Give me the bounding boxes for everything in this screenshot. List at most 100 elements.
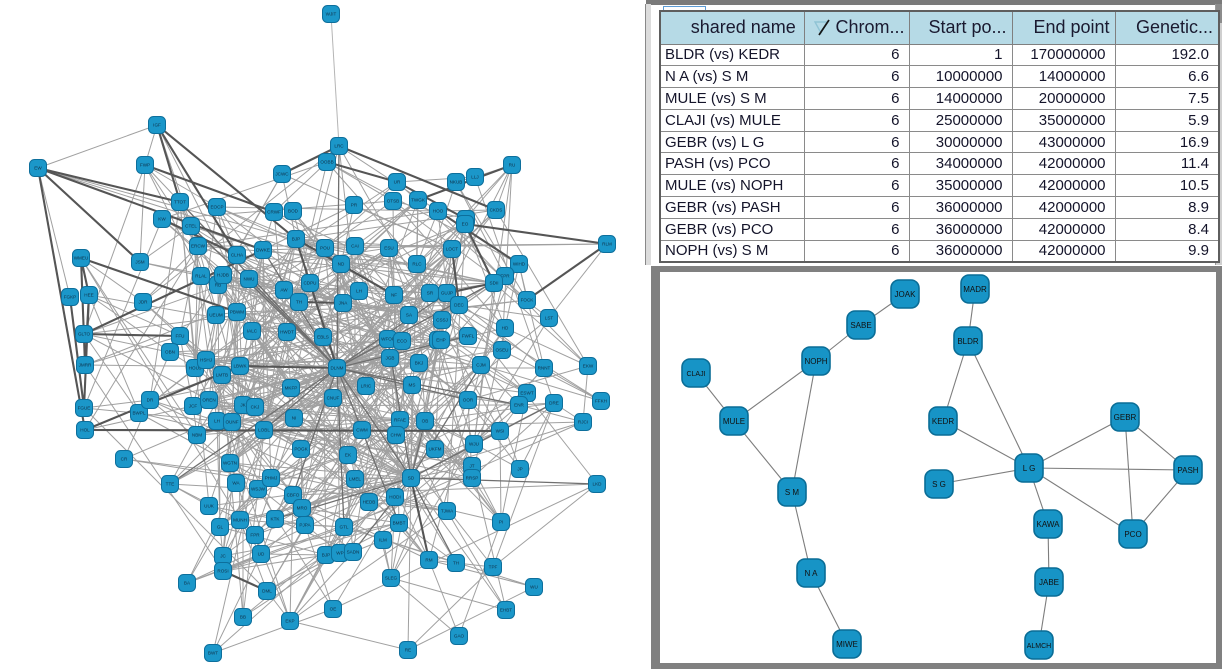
svg-text:POGK: POGK [294, 447, 308, 452]
svg-text:FPR: FPR [500, 274, 510, 279]
svg-text:BKJ: BKJ [415, 361, 423, 366]
svg-text:BLDR: BLDR [957, 337, 979, 346]
svg-text:MADR: MADR [963, 285, 987, 294]
svg-text:OOBB: OOBB [320, 160, 333, 165]
svg-text:LOBL: LOBL [258, 428, 270, 433]
svg-text:DEC: DEC [454, 303, 464, 308]
svg-text:UEUM: UEUM [209, 313, 223, 318]
svg-text:HD: HD [502, 326, 509, 331]
svg-text:OUNF: OUNF [225, 420, 238, 425]
svg-text:FFKH: FFKH [595, 399, 607, 404]
svg-text:MKFP: MKFP [285, 386, 298, 391]
svg-text:CWM: CWM [356, 428, 368, 433]
svg-text:WSJW: WSJW [251, 487, 266, 492]
svg-text:SLEG: SLEG [385, 576, 398, 581]
svg-text:EK: EK [345, 453, 352, 458]
svg-text:UR: UR [394, 180, 401, 185]
svg-text:POU: POU [320, 246, 330, 251]
svg-text:LLJ: LLJ [471, 175, 478, 180]
svg-text:IALC: IALC [247, 329, 258, 334]
svg-text:OOR: OOR [463, 398, 474, 403]
svg-text:JK: JK [240, 403, 246, 408]
svg-text:CRWF: CRWF [267, 210, 281, 215]
svg-text:CR: CR [121, 457, 128, 462]
svg-text:EHP: EHP [436, 338, 445, 343]
svg-text:IGF: IGF [153, 123, 161, 128]
svg-text:ESU: ESU [384, 246, 393, 251]
svg-text:ENR: ENR [514, 403, 524, 408]
svg-text:LOCT: LOCT [446, 247, 458, 252]
svg-text:UD: UD [258, 552, 265, 557]
svg-text:L G: L G [1023, 464, 1036, 473]
svg-text:JP: JP [517, 467, 522, 472]
svg-text:WMEU: WMEU [74, 256, 89, 261]
svg-text:PJPA: PJPA [299, 523, 311, 528]
svg-text:GTL: GTL [340, 525, 349, 530]
svg-text:LBWK: LBWK [233, 364, 247, 369]
svg-text:EO: EO [462, 222, 469, 227]
svg-text:LH: LH [214, 419, 220, 424]
svg-text:WA: WA [232, 481, 240, 486]
svg-text:CKDS: CKDS [490, 208, 503, 213]
svg-text:ECO: ECO [397, 339, 407, 344]
svg-text:EBLS: EBLS [317, 335, 329, 340]
svg-text:JC: JC [220, 554, 226, 559]
svg-text:RFAE: RFAE [394, 418, 406, 423]
svg-text:WP: WP [336, 551, 343, 556]
svg-text:BJP: BJP [292, 237, 300, 242]
svg-text:RRSP: RRSP [466, 476, 479, 481]
svg-text:MULE: MULE [723, 417, 745, 426]
svg-text:KTK: KTK [271, 517, 281, 522]
svg-text:ERCW: ERCW [191, 244, 206, 249]
svg-text:OBN: OBN [165, 350, 175, 355]
svg-text:JCWC: JCWC [275, 172, 289, 177]
svg-text:EKP: EKP [285, 619, 294, 624]
svg-text:HEE: HEE [84, 293, 93, 298]
svg-text:RLM: RLM [602, 242, 612, 247]
svg-text:RM: RM [425, 558, 432, 563]
svg-text:CSSJ: CSSJ [436, 318, 448, 323]
svg-text:TJWA: TJWA [441, 509, 454, 514]
svg-text:RB: RB [215, 283, 221, 288]
svg-text:SD: SD [408, 476, 415, 481]
svg-text:OTSB: OTSB [387, 199, 400, 204]
svg-text:ALMCH: ALMCH [1027, 643, 1052, 650]
svg-text:KEDR: KEDR [932, 417, 954, 426]
svg-text:RU: RU [509, 163, 516, 168]
svg-text:CJM: CJM [476, 363, 486, 368]
svg-text:DR: DR [147, 398, 154, 403]
svg-text:TH: TH [453, 561, 459, 566]
svg-text:PBWM: PBWM [230, 310, 244, 315]
svg-text:FOCK: FOCK [521, 298, 535, 303]
svg-text:NI: NI [292, 416, 297, 421]
svg-text:UKFM: UKFM [428, 447, 441, 452]
svg-text:JSM: JSM [135, 260, 144, 265]
svg-text:JDR: JDR [139, 300, 149, 305]
svg-text:ND: ND [338, 262, 345, 267]
svg-text:WIHD: WIHD [513, 262, 526, 267]
svg-text:ILM: ILM [379, 538, 387, 543]
svg-text:HOUJ: HOUJ [189, 366, 202, 371]
svg-text:CNUF: CNUF [327, 396, 340, 401]
svg-text:MS: MS [409, 383, 416, 388]
svg-text:FPR: FPR [250, 533, 260, 538]
svg-text:GUJP: GUJP [441, 291, 453, 296]
svg-text:GEBR: GEBR [1114, 413, 1137, 422]
svg-text:BA: BA [184, 581, 191, 586]
svg-text:PASH: PASH [1177, 466, 1198, 475]
svg-text:RLC: RLC [412, 262, 422, 267]
svg-text:OREN: OREN [202, 398, 215, 403]
svg-text:RNNT: RNNT [538, 366, 551, 371]
svg-text:BB: BB [240, 615, 246, 620]
svg-text:BWPL: BWPL [132, 411, 145, 416]
svg-text:RLAL: RLAL [195, 274, 207, 279]
svg-text:SADN: SADN [347, 550, 360, 555]
svg-text:AW: AW [280, 288, 288, 293]
svg-text:JABE: JABE [1039, 578, 1059, 587]
svg-text:TTE: TTE [166, 482, 175, 487]
svg-text:PHMJ: PHMJ [265, 476, 278, 481]
svg-text:NWU: NWU [244, 277, 255, 282]
svg-text:MRO: MRO [297, 506, 308, 511]
svg-text:TWGK: TWGK [411, 198, 426, 203]
svg-text:SDII: SDII [490, 281, 499, 286]
